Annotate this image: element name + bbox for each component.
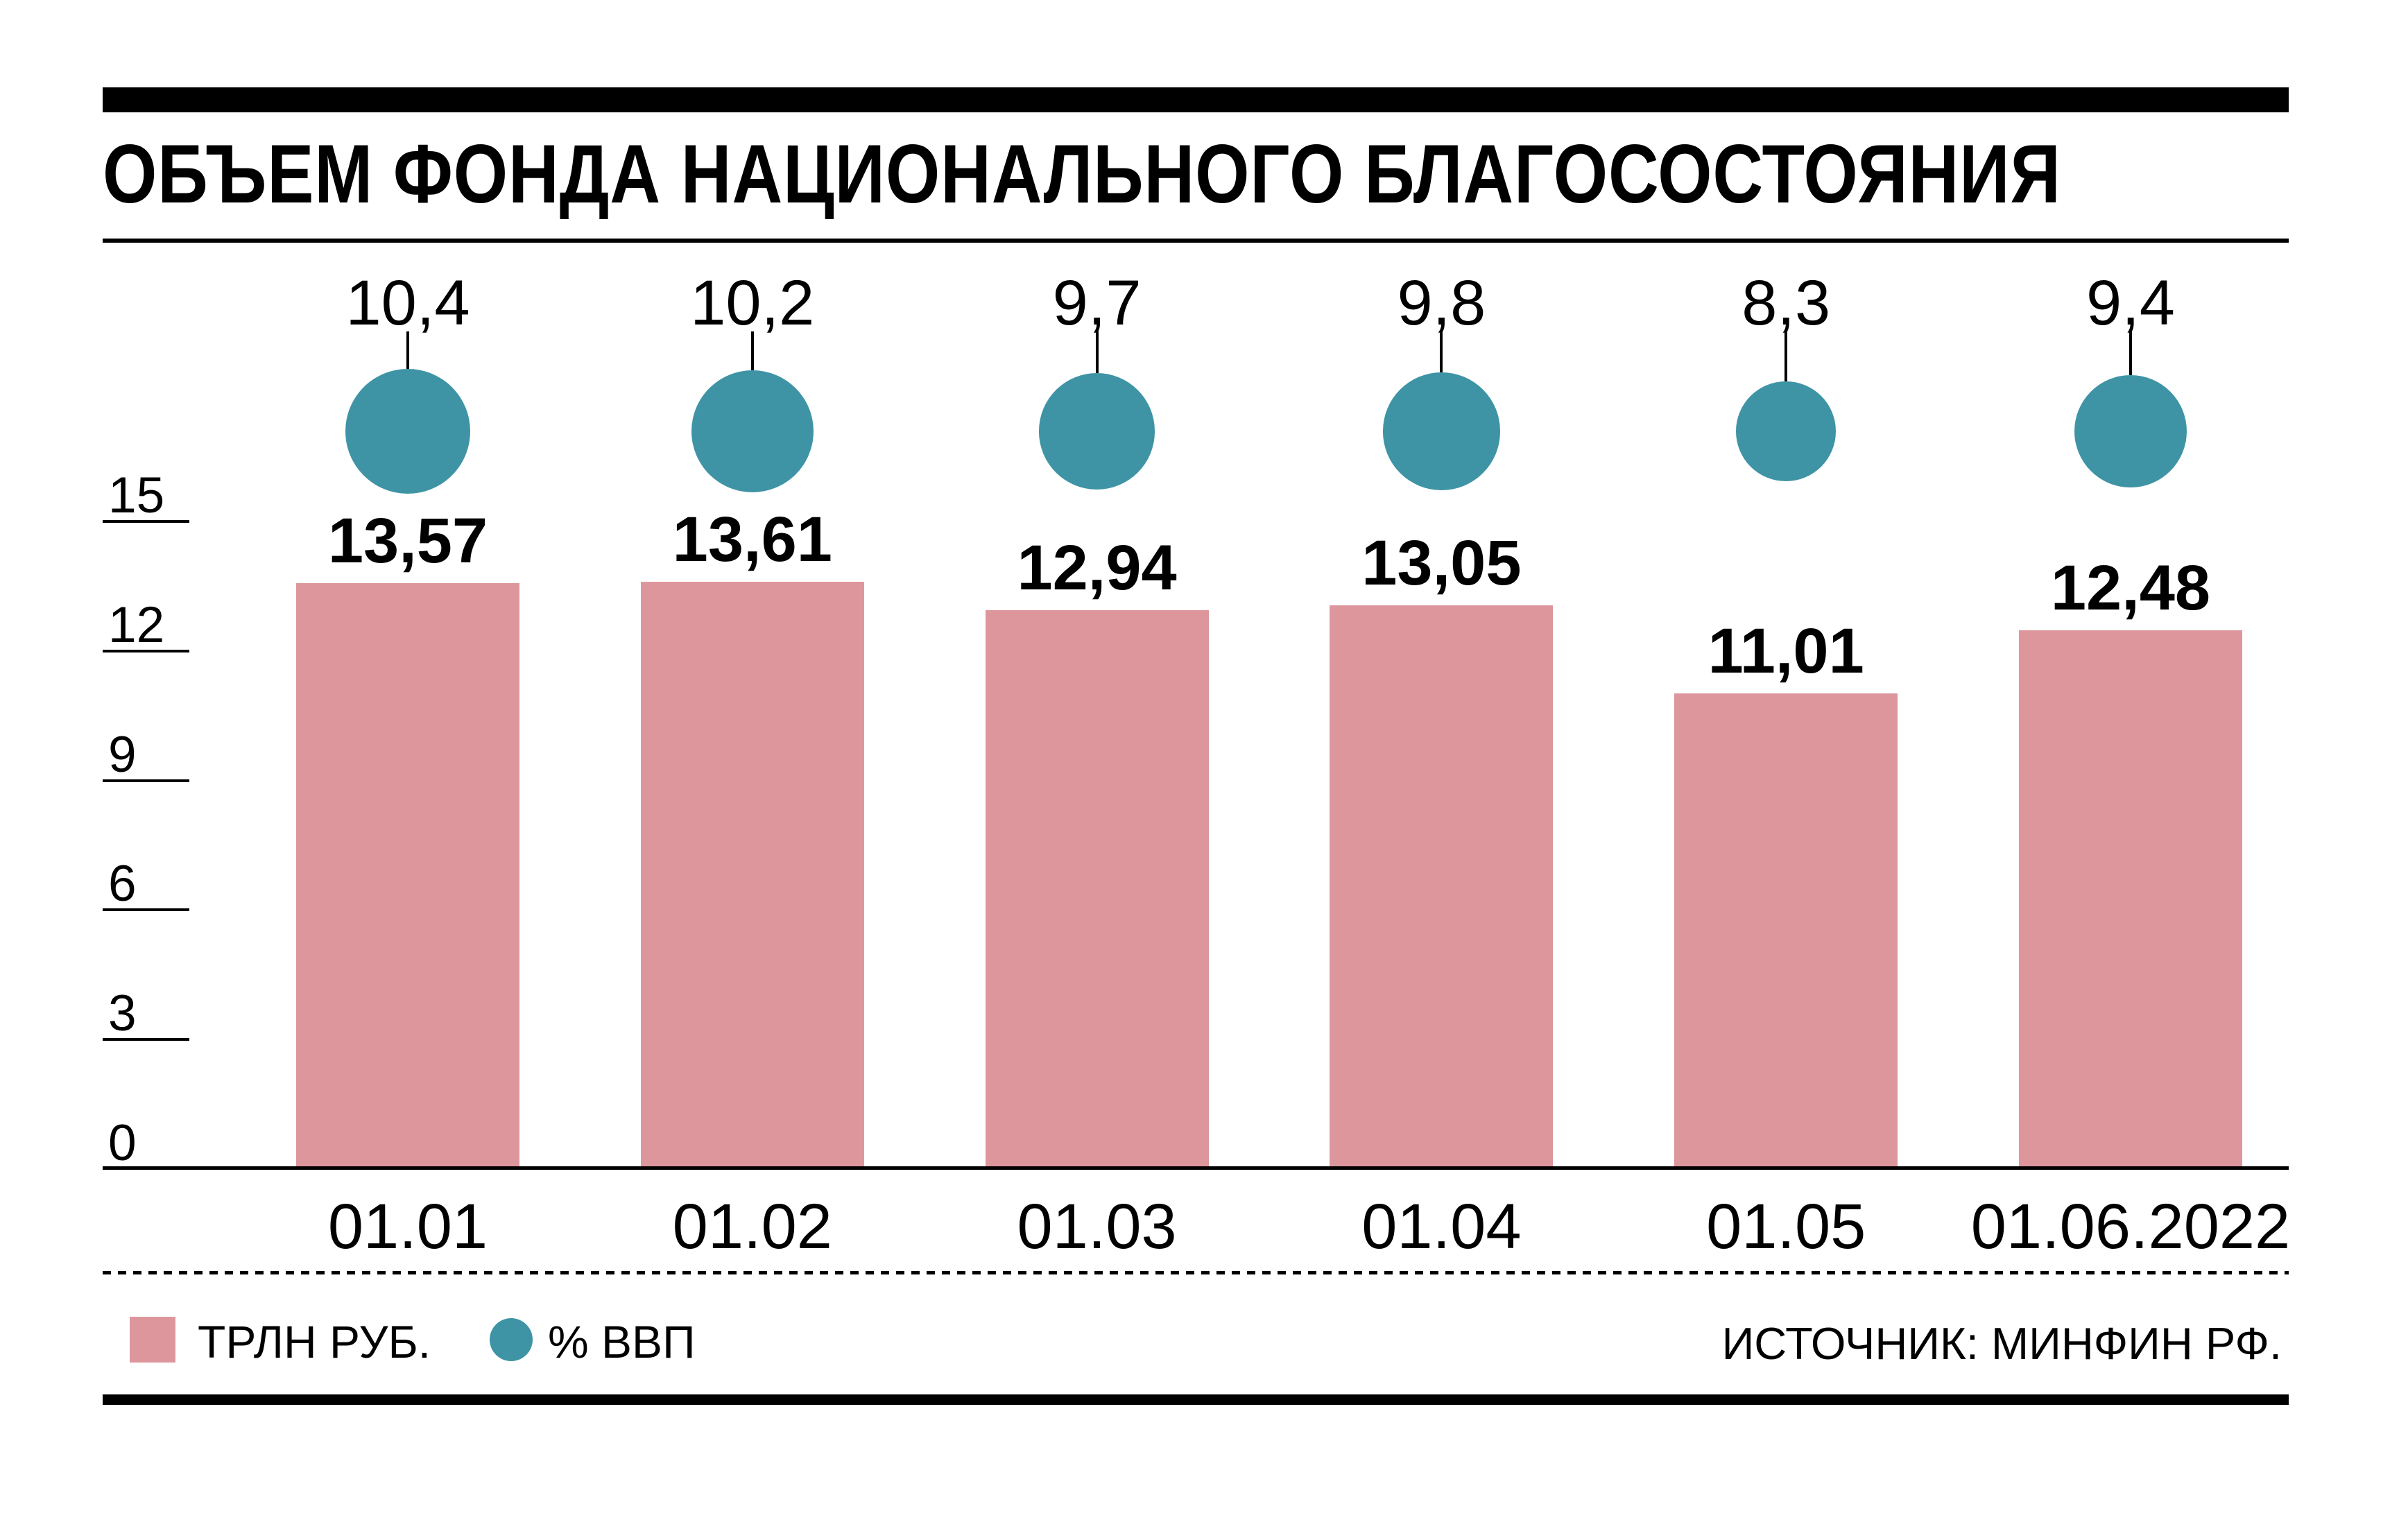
gdp-circle: [345, 369, 470, 494]
gdp-value-label: 9,4: [2086, 268, 2175, 338]
circle-connector-line: [2129, 331, 2132, 375]
top-rule: [103, 87, 2289, 112]
legend-bar-swatch: [130, 1317, 175, 1363]
legend-circle-label: % ВВП: [548, 1316, 696, 1367]
legend-circle-swatch: [490, 1318, 533, 1361]
bar: [1674, 693, 1898, 1169]
gdp-circle: [2074, 374, 2187, 488]
y-axis-tick: [103, 649, 189, 652]
bar-value-label: 13,05: [1361, 528, 1522, 599]
title-underline-rule: [103, 239, 2289, 243]
bar: [2019, 630, 2242, 1169]
gdp-value-label: 10,4: [345, 268, 470, 338]
page-title: ОБЪЕМ ФОНДА НАЦИОНАЛЬНОГО БЛАГОСОСТОЯНИЯ: [103, 128, 2061, 221]
bar-value-label: 12,48: [2050, 552, 2211, 623]
x-axis-label: 01.03: [1017, 1191, 1177, 1262]
y-axis-tick-label: 3: [108, 985, 137, 1042]
source-attribution: ИСТОЧНИК: МИНФИН РФ.: [1721, 1318, 2282, 1369]
gdp-value-label: 10,2: [690, 268, 815, 338]
bar-value-label: 12,94: [1017, 533, 1177, 604]
y-axis-tick-label: 15: [108, 467, 165, 524]
bottom-rule: [103, 1394, 2289, 1405]
x-axis-label: 01.01: [327, 1191, 488, 1262]
circle-connector-line: [1095, 331, 1099, 374]
bar-value-label: 11,01: [1708, 616, 1864, 687]
y-axis-tick-label: 6: [108, 856, 137, 913]
bar: [640, 581, 864, 1169]
gdp-circle: [1382, 372, 1501, 490]
circle-connector-line: [1440, 331, 1443, 373]
bar: [1330, 605, 1554, 1169]
bar: [985, 610, 1209, 1169]
y-axis-tick: [103, 908, 189, 912]
x-axis-label: 01.05: [1706, 1191, 1866, 1262]
circle-connector-line: [1785, 331, 1788, 382]
y-axis-tick: [103, 779, 189, 782]
y-axis-tick: [103, 519, 189, 523]
gdp-value-label: 9,8: [1397, 268, 1486, 338]
x-axis-label: 01.06.2022: [1970, 1191, 2291, 1262]
y-axis-tick-label: 0: [108, 1115, 137, 1171]
gdp-value-label: 9,7: [1052, 268, 1142, 338]
gdp-circle: [1038, 373, 1155, 490]
y-axis-tick-label: 9: [108, 726, 137, 783]
y-axis-tick-label: 12: [108, 596, 165, 653]
gdp-value-label: 8,3: [1742, 268, 1831, 338]
gdp-circle: [1736, 381, 1836, 481]
legend-bar-label: ТРЛН РУБ.: [198, 1316, 431, 1367]
bar: [296, 582, 519, 1169]
x-axis-label: 01.04: [1361, 1191, 1522, 1262]
circle-connector-line: [406, 331, 409, 370]
bar-value-label: 13,61: [672, 503, 832, 575]
gdp-circle: [691, 370, 814, 493]
x-axis-baseline: [103, 1166, 2289, 1170]
bar-value-label: 13,57: [327, 505, 488, 576]
circle-connector-line: [750, 331, 754, 370]
x-axis-label: 01.02: [672, 1191, 832, 1262]
y-axis-tick: [103, 1038, 189, 1041]
footer-dashed-separator: [103, 1271, 2289, 1274]
